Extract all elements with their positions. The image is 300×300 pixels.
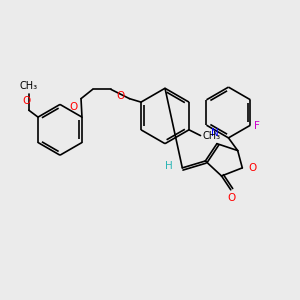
Text: O: O [69, 102, 78, 112]
Text: O: O [117, 91, 125, 101]
Text: N: N [211, 128, 218, 138]
Text: CH₃: CH₃ [20, 81, 38, 91]
Text: F: F [254, 121, 260, 131]
Text: CH₃: CH₃ [203, 130, 221, 141]
Text: H: H [165, 160, 173, 171]
Text: O: O [248, 163, 256, 173]
Text: O: O [22, 96, 31, 106]
Text: O: O [228, 193, 236, 203]
